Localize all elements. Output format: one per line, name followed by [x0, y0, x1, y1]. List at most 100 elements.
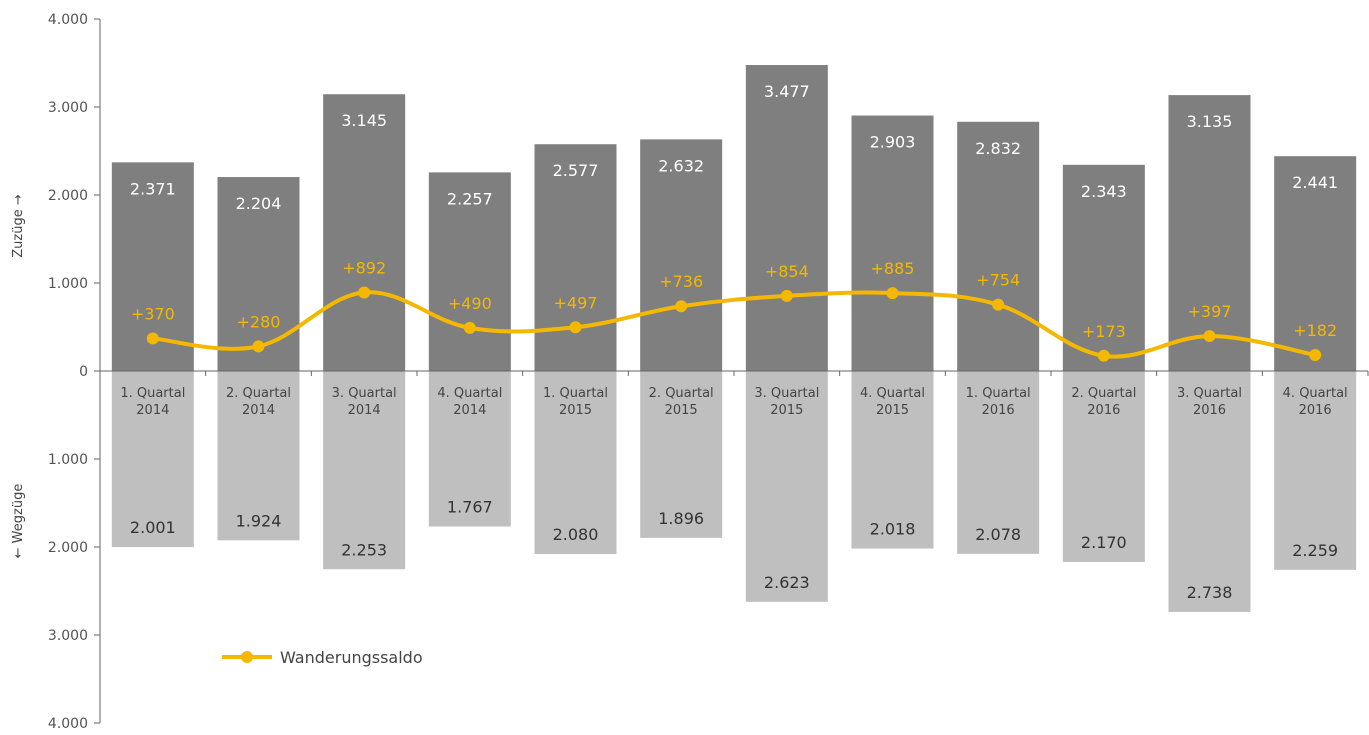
saldo-point — [358, 286, 371, 299]
legend-marker — [241, 651, 253, 663]
bar-wegzuege-top — [323, 371, 406, 418]
saldo-point — [463, 321, 476, 334]
category-label-quarter: 4. Quartal — [437, 386, 502, 401]
saldo-label: +892 — [342, 259, 386, 278]
bar-zuzuege — [217, 177, 300, 371]
bar-wegzuege-top — [851, 371, 934, 418]
category-label-quarter: 1. Quartal — [120, 386, 185, 401]
saldo-point — [886, 287, 899, 300]
bar-wegzuege — [217, 418, 300, 541]
y-tick-label: 1.000 — [48, 452, 88, 468]
category-label-year: 2014 — [453, 403, 486, 418]
bar-wegzuege-label: 2.738 — [1187, 583, 1233, 602]
saldo-label: +370 — [131, 304, 175, 323]
bar-zuzuege — [640, 139, 723, 371]
bar-zuzuege-label: 2.371 — [130, 179, 176, 198]
category-label-quarter: 3. Quartal — [1177, 386, 1242, 401]
legend: Wanderungssaldo — [222, 648, 423, 667]
bar-wegzuege — [640, 418, 723, 538]
category-label-year: 2015 — [770, 403, 803, 418]
y-tick-label: 3.000 — [48, 100, 88, 116]
saldo-point — [252, 340, 265, 353]
bar-wegzuege — [428, 418, 511, 527]
saldo-label: +173 — [1082, 322, 1126, 341]
bar-wegzuege-label: 1.924 — [236, 511, 282, 530]
category-label-year: 2016 — [1193, 403, 1226, 418]
bar-wegzuege-label: 2.259 — [1292, 541, 1338, 560]
bar-zuzuege-label: 2.441 — [1292, 173, 1338, 192]
y-axis-title-upper: Zuzüge → — [11, 194, 26, 258]
bar-wegzuege — [745, 418, 828, 602]
bar-wegzuege-top — [957, 371, 1040, 418]
bar-zuzuege-label: 3.145 — [341, 111, 387, 130]
bar-zuzuege-label: 2.577 — [553, 161, 599, 180]
bar-wegzuege — [111, 418, 194, 548]
bar-zuzuege-label: 3.477 — [764, 82, 810, 101]
bar-wegzuege-top — [1168, 371, 1251, 418]
saldo-label: +280 — [237, 312, 281, 331]
category-label-quarter: 2. Quartal — [226, 386, 291, 401]
bar-wegzuege-label: 2.253 — [341, 540, 387, 559]
category-label-year: 2016 — [1299, 403, 1332, 418]
category-label-quarter: 3. Quartal — [332, 386, 397, 401]
saldo-point — [1309, 348, 1322, 361]
bar-wegzuege — [1274, 418, 1357, 570]
category-label-quarter: 4. Quartal — [860, 386, 925, 401]
category-label-quarter: 1. Quartal — [966, 386, 1031, 401]
bar-zuzuege-label: 2.832 — [975, 139, 1021, 158]
saldo-line — [152, 290, 1316, 359]
legend-label: Wanderungssaldo — [280, 648, 423, 667]
bar-zuzuege-label: 2.903 — [870, 133, 916, 152]
category-label-year: 2014 — [348, 403, 381, 418]
y-tick-label: 4.000 — [48, 12, 88, 28]
bar-wegzuege-label: 2.001 — [130, 518, 176, 537]
category-label-year: 2014 — [136, 403, 169, 418]
bar-zuzuege — [1168, 95, 1251, 372]
saldo-point — [569, 321, 582, 334]
bar-wegzuege-top — [428, 371, 511, 418]
bar-wegzuege-top — [111, 371, 194, 418]
bar-zuzuege-label: 2.632 — [658, 156, 704, 175]
bar-wegzuege-top — [640, 371, 723, 418]
bar-wegzuege-top — [534, 371, 617, 418]
category-label-year: 2015 — [876, 403, 909, 418]
bar-wegzuege — [851, 418, 934, 549]
bar-zuzuege — [1274, 156, 1357, 371]
bar-zuzuege — [323, 94, 406, 372]
y-tick-label: 3.000 — [48, 628, 88, 644]
category-label-quarter: 2. Quartal — [649, 386, 714, 401]
labels-group: 1. Quartal 2014 2. Quartal 2014 3. Quartal 20… — [120, 82, 1347, 602]
category-label-year: 2016 — [982, 403, 1015, 418]
saldo-label: +885 — [871, 259, 915, 278]
saldo-point — [1097, 349, 1110, 362]
category-label-year: 2016 — [1087, 403, 1120, 418]
bar-wegzuege-label: 2.078 — [975, 525, 1021, 544]
y-tick-label: 0 — [79, 364, 88, 380]
bar-wegzuege-label: 2.080 — [553, 525, 599, 544]
bar-wegzuege-label: 2.170 — [1081, 533, 1127, 552]
bar-wegzuege — [534, 418, 617, 555]
bar-zuzuege — [957, 121, 1040, 371]
bar-wegzuege-top — [1274, 371, 1357, 418]
bar-wegzuege-label: 1.896 — [658, 509, 704, 528]
saldo-label: +854 — [765, 262, 809, 281]
bar-wegzuege-top — [1062, 371, 1145, 418]
bar-zuzuege-label: 3.135 — [1187, 112, 1233, 131]
y-tick-label: 1.000 — [48, 276, 88, 292]
saldo-point — [675, 300, 688, 313]
bar-zuzuege-label: 2.343 — [1081, 182, 1127, 201]
category-label-year: 2015 — [559, 403, 592, 418]
bar-zuzuege — [745, 65, 828, 372]
bar-wegzuege — [1168, 418, 1251, 612]
bar-wegzuege-label: 2.018 — [870, 520, 916, 539]
bar-wegzuege-top — [745, 371, 828, 418]
saldo-point — [992, 298, 1005, 311]
bar-wegzuege-top — [217, 371, 300, 418]
saldo-point — [146, 332, 159, 345]
saldo-label: +736 — [659, 272, 703, 291]
y-tick-label: 2.000 — [48, 188, 88, 204]
category-label-quarter: 1. Quartal — [543, 386, 608, 401]
saldo-label: +397 — [1188, 302, 1232, 321]
